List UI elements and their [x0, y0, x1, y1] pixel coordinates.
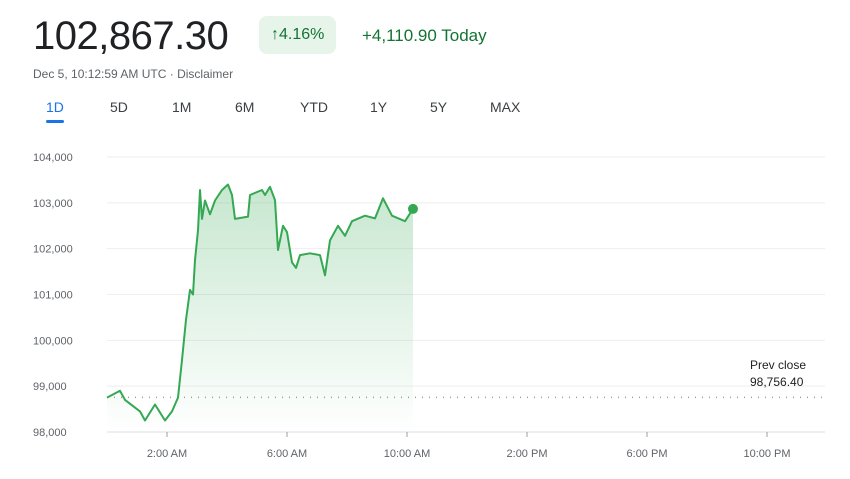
- tab-ytd[interactable]: YTD: [300, 99, 328, 115]
- prev-close-value: 98,756.40: [750, 375, 804, 389]
- separator: ·: [166, 67, 178, 81]
- tab-1m[interactable]: 1M: [172, 99, 192, 115]
- change-percent: 4.16%: [279, 26, 325, 43]
- disclaimer-link[interactable]: Disclaimer: [177, 67, 234, 81]
- arrow-up-icon: ↑: [271, 26, 279, 43]
- tab-1y[interactable]: 1Y: [370, 99, 388, 115]
- x-tick-label: 6:00 AM: [267, 448, 307, 460]
- x-tick-label: 2:00 AM: [147, 448, 187, 460]
- price-line: [106, 183, 414, 422]
- x-tick-label: 6:00 PM: [627, 448, 668, 460]
- current-price: 102,867.30: [33, 14, 229, 58]
- tab-5y[interactable]: 5Y: [430, 99, 448, 115]
- x-tick-label: 10:00 PM: [743, 448, 790, 460]
- x-tick-label: 2:00 PM: [507, 448, 548, 460]
- price-area: [107, 184, 413, 432]
- tab-max[interactable]: MAX: [490, 99, 521, 115]
- y-tick-label: 100,000: [33, 335, 73, 347]
- y-tick-label: 98,000: [33, 427, 67, 439]
- y-tick-label: 99,000: [33, 381, 67, 393]
- x-tick-label: 10:00 AM: [384, 448, 430, 460]
- tab-1d[interactable]: 1D: [46, 99, 64, 123]
- timestamp: Dec 5, 10:12:59 AM UTC: [33, 67, 167, 81]
- prev-close-label: Prev close: [750, 358, 806, 372]
- change-today: +4,110.90 Today: [362, 26, 487, 45]
- y-tick-label: 101,000: [33, 290, 73, 302]
- y-tick-label: 103,000: [33, 198, 73, 210]
- tab-6m[interactable]: 6M: [235, 99, 255, 115]
- change-percent-badge: ↑4.16%: [259, 16, 337, 54]
- timestamp-line: Dec 5, 10:12:59 AM UTC · Disclaimer: [33, 67, 233, 81]
- y-tick-label: 104,000: [33, 152, 73, 164]
- current-point-marker: [408, 203, 418, 214]
- tab-5d[interactable]: 5D: [110, 99, 128, 115]
- y-tick-label: 102,000: [33, 244, 73, 256]
